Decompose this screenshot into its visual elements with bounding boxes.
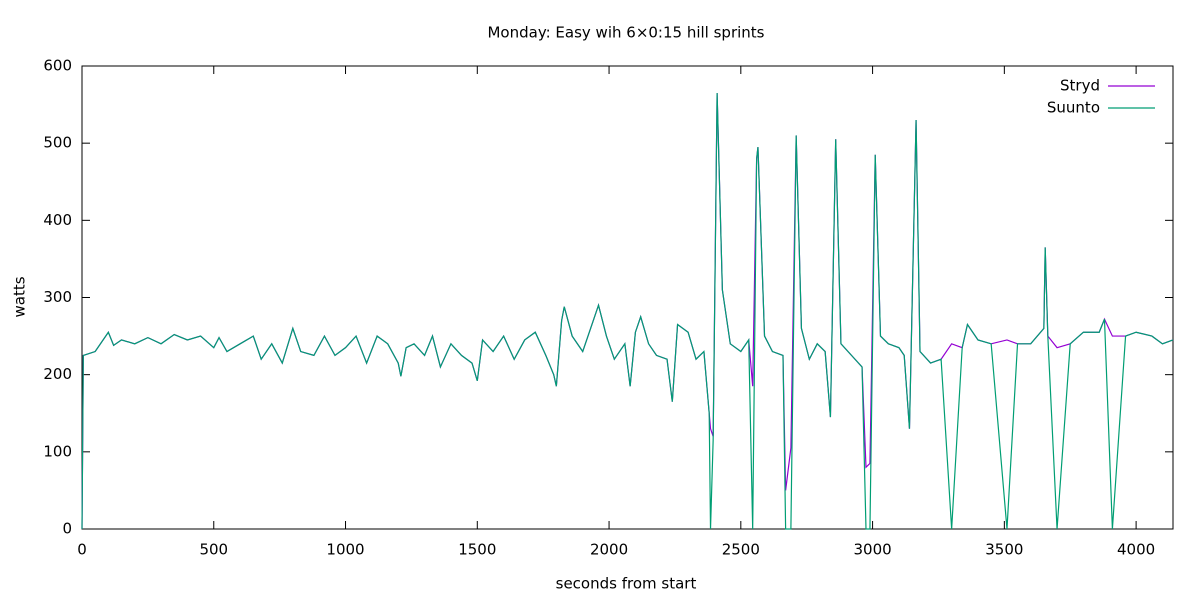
chart-title: Monday: Easy wih 6×0:15 hill sprints <box>487 24 764 42</box>
y-tick-label: 200 <box>43 365 72 383</box>
x-tick-label: 2000 <box>590 541 628 559</box>
x-tick-label: 4000 <box>1117 541 1155 559</box>
x-axis-label: seconds from start <box>556 575 697 593</box>
y-tick-label: 300 <box>43 288 72 306</box>
legend-label: Suunto <box>1047 99 1100 117</box>
y-tick-label: 600 <box>43 57 72 75</box>
x-tick-label: 1000 <box>326 541 364 559</box>
x-tick-label: 0 <box>77 541 87 559</box>
y-tick-label: 0 <box>62 520 72 538</box>
x-tick-label: 2500 <box>722 541 760 559</box>
x-tick-label: 1500 <box>458 541 496 559</box>
y-tick-label: 400 <box>43 211 72 229</box>
y-axis-label: watts <box>11 276 29 317</box>
series-line <box>81 92 1174 530</box>
y-tick-label: 100 <box>43 442 72 460</box>
x-tick-label: 3000 <box>853 541 891 559</box>
legend-label: Stryd <box>1060 77 1100 95</box>
x-tick-label: 3500 <box>985 541 1023 559</box>
x-tick-label: 500 <box>199 541 228 559</box>
y-tick-label: 500 <box>43 134 72 152</box>
